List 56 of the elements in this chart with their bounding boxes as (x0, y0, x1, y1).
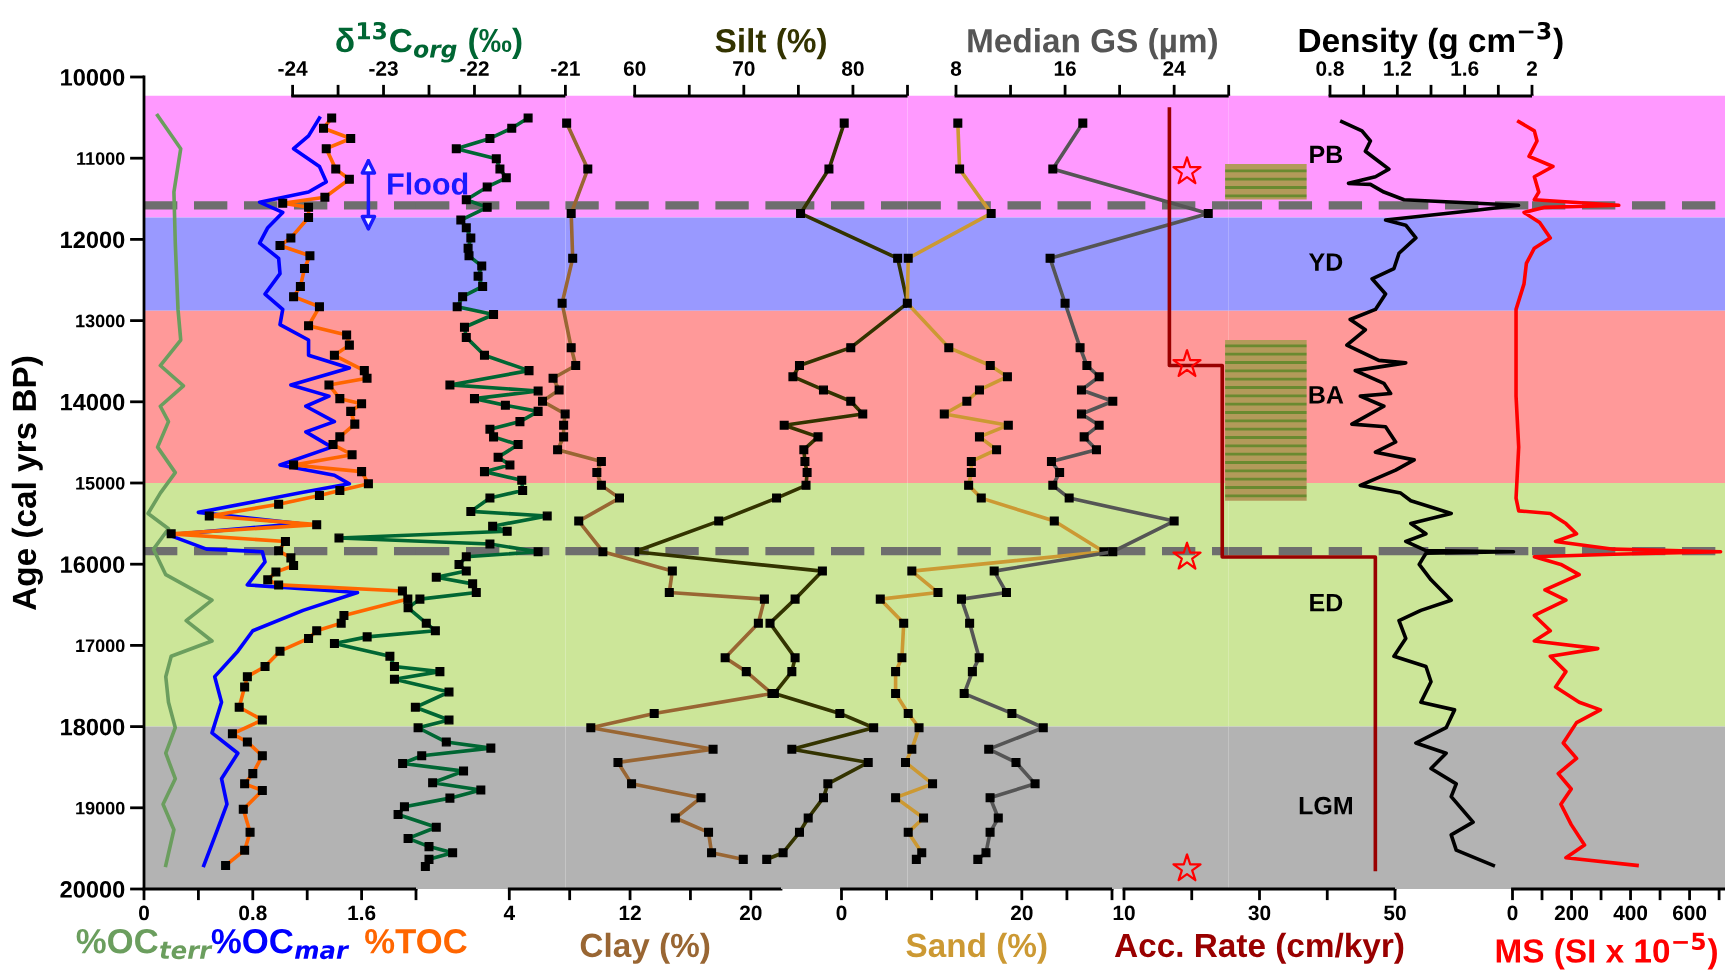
x-tick-label: 200 (1554, 905, 1589, 921)
x-tick-label: 12 (619, 905, 641, 921)
y-tick-label: 17000 (76, 639, 125, 653)
x2-tick-label: 70 (733, 61, 755, 76)
y-tick-label: 18000 (61, 718, 125, 736)
x-tick-label: 20 (739, 905, 762, 921)
y-tick-label: 20000 (60, 881, 125, 898)
band-label: BA (1309, 386, 1344, 404)
y-tick-label: 16000 (61, 556, 125, 573)
x2-axis-title: Density (g cm$^{−3}$) (1299, 21, 1563, 60)
x-axis-title: Clay (%) (580, 932, 710, 964)
series-label: %OC$_{mar}$ (211, 928, 350, 960)
y-tick-label: 12000 (61, 231, 125, 249)
x-tick-label: 0 (1507, 905, 1518, 921)
band-label: PB (1310, 145, 1343, 164)
x2-tick-label: 1.6 (1451, 61, 1479, 76)
x-axis-title: Acc. Rate (cm/kyr) (1114, 932, 1404, 964)
x2-axis-title: Median GS (µm) (968, 28, 1217, 60)
y-tick-label: 19000 (76, 801, 125, 815)
x-axis-title: Sand (%) (906, 932, 1047, 964)
annotation: Flood (388, 172, 468, 195)
x2-tick-label: -23 (369, 61, 398, 76)
x-tick-label: 0.8 (239, 905, 267, 921)
x2-tick-label: 80 (842, 61, 864, 76)
x2-tick-label: 1.2 (1384, 61, 1411, 76)
x2-tick-label: 24 (1163, 61, 1186, 76)
x-tick-label: 1.6 (348, 905, 376, 921)
band-label: ED (1310, 594, 1343, 612)
band-label: YD (1308, 253, 1343, 271)
x2-tick-label: 0.8 (1316, 61, 1344, 76)
x-tick-label: 600 (1672, 905, 1707, 921)
x-tick-label: 50 (1384, 905, 1406, 921)
y-tick-label: 11000 (77, 152, 125, 165)
x-tick-label: 10 (1113, 905, 1135, 921)
y-tick-label: 15000 (76, 476, 125, 490)
x-tick-label: 0 (836, 905, 847, 921)
x2-axis-title: Silt (%) (715, 28, 826, 60)
x-tick-label: 4 (503, 905, 515, 921)
x2-tick-label: 8 (950, 61, 962, 76)
x-tick-label: 30 (1248, 905, 1271, 921)
x2-tick-label: 60 (623, 61, 646, 76)
x-tick-label: 400 (1613, 905, 1648, 921)
x2-tick-label: -21 (551, 61, 580, 76)
x-tick-label: 0 (139, 905, 149, 921)
x-tick-label: 20 (1010, 905, 1033, 921)
y-tick-label: 10000 (61, 69, 125, 86)
x2-tick-label: 2 (1526, 61, 1537, 76)
text: %TOC (365, 928, 467, 954)
y-tick-label: 14000 (61, 393, 125, 411)
x2-tick-label: 16 (1054, 61, 1076, 76)
x2-tick-label: -24 (278, 61, 308, 76)
y-axis-title: Age (cal yrs BP) (11, 356, 43, 610)
y-tick-label: 13000 (76, 314, 125, 328)
x-axis-title: MS (SI x 10$^{−5}$) (1496, 932, 1717, 970)
band-label: LGM (1299, 796, 1352, 815)
x2-tick-label: -22 (460, 61, 489, 76)
